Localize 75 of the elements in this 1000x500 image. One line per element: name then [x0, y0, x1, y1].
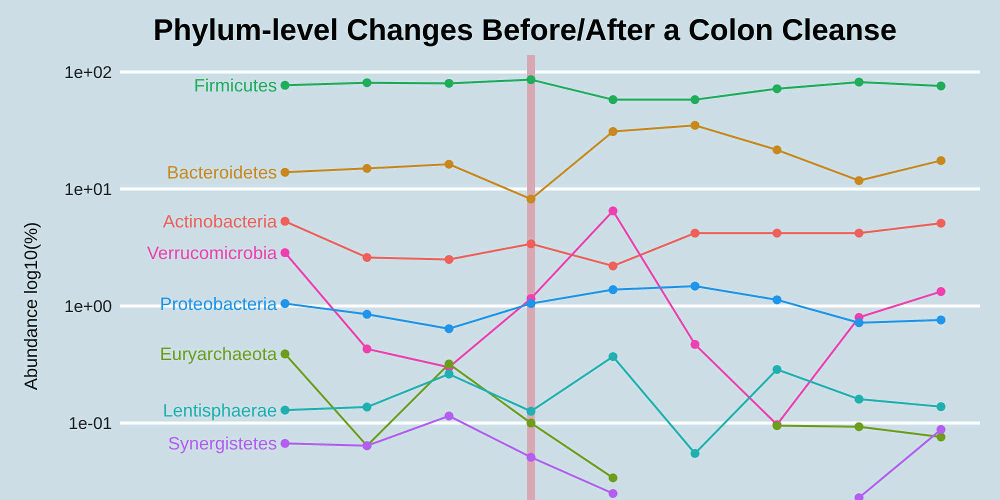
point [280, 248, 290, 258]
point [280, 406, 290, 415]
point [280, 216, 290, 226]
series-label: Synergistetes [168, 434, 277, 454]
point [772, 228, 782, 238]
point [936, 156, 946, 166]
point [772, 364, 782, 374]
y-tick-label: 1e+02 [64, 62, 112, 82]
point [936, 287, 946, 296]
point [280, 349, 290, 358]
point [444, 359, 454, 368]
point [280, 438, 290, 448]
point [608, 285, 618, 294]
point [854, 394, 864, 404]
point [936, 425, 946, 434]
point [444, 411, 454, 420]
point [854, 176, 864, 186]
point [362, 310, 372, 319]
point [608, 127, 618, 136]
series-label: Actinobacteria [162, 212, 278, 232]
point [608, 352, 618, 362]
point [526, 406, 536, 416]
point [854, 422, 864, 432]
point [526, 452, 536, 462]
series-label: Proteobacteria [160, 294, 278, 314]
point [526, 418, 536, 428]
series-label: Verrucomicrobia [146, 242, 278, 263]
point [854, 318, 864, 328]
point [280, 299, 290, 308]
series-label: Bacteroidetes [166, 162, 277, 183]
point [690, 95, 700, 104]
chart-title: Phylum-level Changes Before/After a Colon Cleanse [153, 14, 897, 47]
point [526, 239, 536, 248]
point [608, 489, 618, 498]
point [772, 145, 782, 154]
point [690, 282, 700, 291]
point [362, 344, 372, 354]
point [772, 84, 782, 94]
point [608, 95, 618, 104]
point [362, 402, 372, 412]
point [362, 164, 372, 173]
series-label: Firmicutes [194, 76, 277, 96]
point [526, 194, 536, 204]
point [936, 81, 946, 90]
point [608, 473, 618, 482]
point [690, 120, 700, 130]
point [444, 370, 454, 379]
point [444, 324, 454, 334]
point [690, 448, 700, 458]
point [608, 261, 618, 270]
point [854, 228, 864, 238]
series-label: Euryarchaeota [160, 344, 278, 364]
point [526, 299, 536, 308]
y-axis-title: Abundance log10(%) [21, 222, 41, 390]
point [444, 254, 454, 264]
point [608, 206, 618, 216]
point [690, 228, 700, 238]
point [936, 402, 946, 412]
point [444, 160, 454, 169]
point [936, 218, 946, 228]
y-tick-label: 1e-01 [68, 414, 112, 433]
point [280, 168, 290, 177]
point [362, 252, 372, 262]
point [690, 340, 700, 349]
point [362, 78, 372, 88]
point [526, 75, 536, 84]
point [444, 78, 454, 88]
point [936, 432, 946, 442]
y-tick-label: 1e+00 [64, 296, 112, 316]
point [854, 78, 864, 87]
y-tick-label: 1e+01 [64, 180, 112, 199]
point [280, 80, 290, 90]
point [772, 295, 782, 304]
series-label: Lentisphaerae [162, 400, 277, 420]
point [936, 315, 946, 324]
